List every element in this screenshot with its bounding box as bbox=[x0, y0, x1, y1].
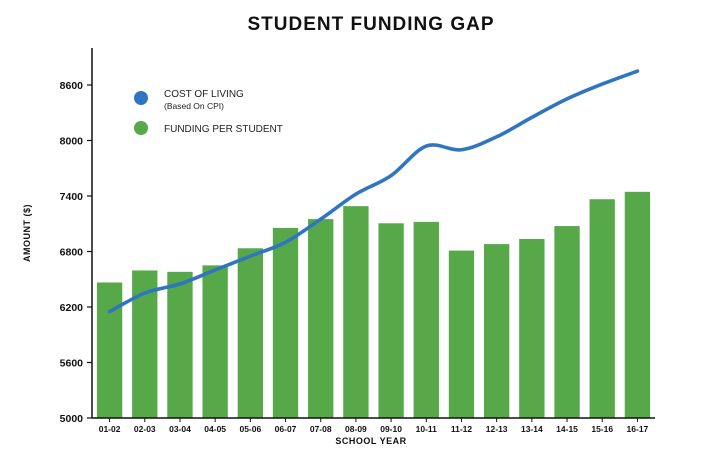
bar-08-09 bbox=[343, 206, 369, 418]
bar-06-07 bbox=[272, 227, 299, 418]
bar-16-17 bbox=[624, 191, 651, 418]
bar-01-02 bbox=[96, 282, 123, 418]
legend-cost-of-living-label: COST OF LIVING bbox=[164, 89, 244, 100]
y-tick-label-7400: 7400 bbox=[60, 191, 84, 203]
y-tick-label-5600: 5600 bbox=[60, 358, 84, 370]
y-tick-label-5000: 5000 bbox=[60, 413, 84, 425]
x-tick-label-07-08: 07-08 bbox=[310, 424, 332, 434]
bar-15-16 bbox=[589, 199, 615, 418]
x-tick-label-12-13: 12-13 bbox=[486, 424, 508, 434]
bar-03-04 bbox=[167, 271, 193, 418]
x-tick-label-05-06: 05-06 bbox=[239, 424, 261, 434]
legend: COST OF LIVING (Based On CPI) FUNDING PE… bbox=[134, 89, 283, 135]
y-tick-label-8000: 8000 bbox=[60, 136, 84, 148]
x-tick-label-11-12: 11-12 bbox=[451, 424, 473, 434]
x-tick-label-06-07: 06-07 bbox=[275, 424, 297, 434]
y-tick-label-6200: 6200 bbox=[60, 302, 84, 314]
funding-bars bbox=[96, 191, 651, 419]
bar-13-14 bbox=[519, 239, 545, 418]
x-tick-label-15-16: 15-16 bbox=[591, 424, 613, 434]
axes bbox=[91, 48, 655, 419]
y-tick-label-6800: 6800 bbox=[60, 247, 84, 259]
bar-11-12 bbox=[448, 250, 475, 418]
x-axis-ticks: 01-02 02-03 03-04 04-05 05-06 06-07 07-08 08-09… bbox=[99, 418, 649, 434]
y-tick-label-8600: 8600 bbox=[60, 80, 84, 92]
bar-05-06 bbox=[237, 248, 264, 418]
x-tick-label-03-04: 03-04 bbox=[169, 424, 191, 434]
x-tick-label-09-10: 09-10 bbox=[380, 424, 402, 434]
x-tick-label-01-02: 01-02 bbox=[99, 424, 121, 434]
x-tick-label-04-05: 04-05 bbox=[204, 424, 226, 434]
x-tick-label-14-15: 14-15 bbox=[556, 424, 578, 434]
legend-funding-swatch bbox=[134, 121, 148, 135]
legend-cost-of-living-swatch bbox=[134, 91, 148, 105]
bar-07-08 bbox=[308, 219, 334, 419]
bar-09-10 bbox=[378, 223, 404, 418]
bar-10-11 bbox=[413, 221, 439, 418]
x-axis-label: SCHOOL YEAR bbox=[335, 436, 406, 446]
y-axis-ticks: 5000 5600 6200 6800 7400 8000 8600 bbox=[60, 80, 92, 425]
bar-12-13 bbox=[483, 244, 510, 418]
bar-04-05 bbox=[202, 265, 228, 419]
y-axis-label: AMOUNT ($) bbox=[22, 204, 32, 262]
x-tick-label-08-09: 08-09 bbox=[345, 424, 367, 434]
chart-title: STUDENT FUNDING GAP bbox=[248, 14, 495, 35]
x-tick-label-02-03: 02-03 bbox=[134, 424, 156, 434]
legend-funding-label: FUNDING PER STUDENT bbox=[164, 124, 283, 135]
cost-of-living-line bbox=[107, 69, 640, 314]
x-tick-label-13-14: 13-14 bbox=[521, 424, 543, 434]
cost-of-living-line-layer bbox=[107, 69, 640, 314]
bar-14-15 bbox=[554, 226, 580, 418]
x-tick-label-16-17: 16-17 bbox=[627, 424, 649, 434]
x-tick-label-10-11: 10-11 bbox=[416, 424, 438, 434]
legend-cost-of-living-sublabel: (Based On CPI) bbox=[164, 101, 224, 111]
